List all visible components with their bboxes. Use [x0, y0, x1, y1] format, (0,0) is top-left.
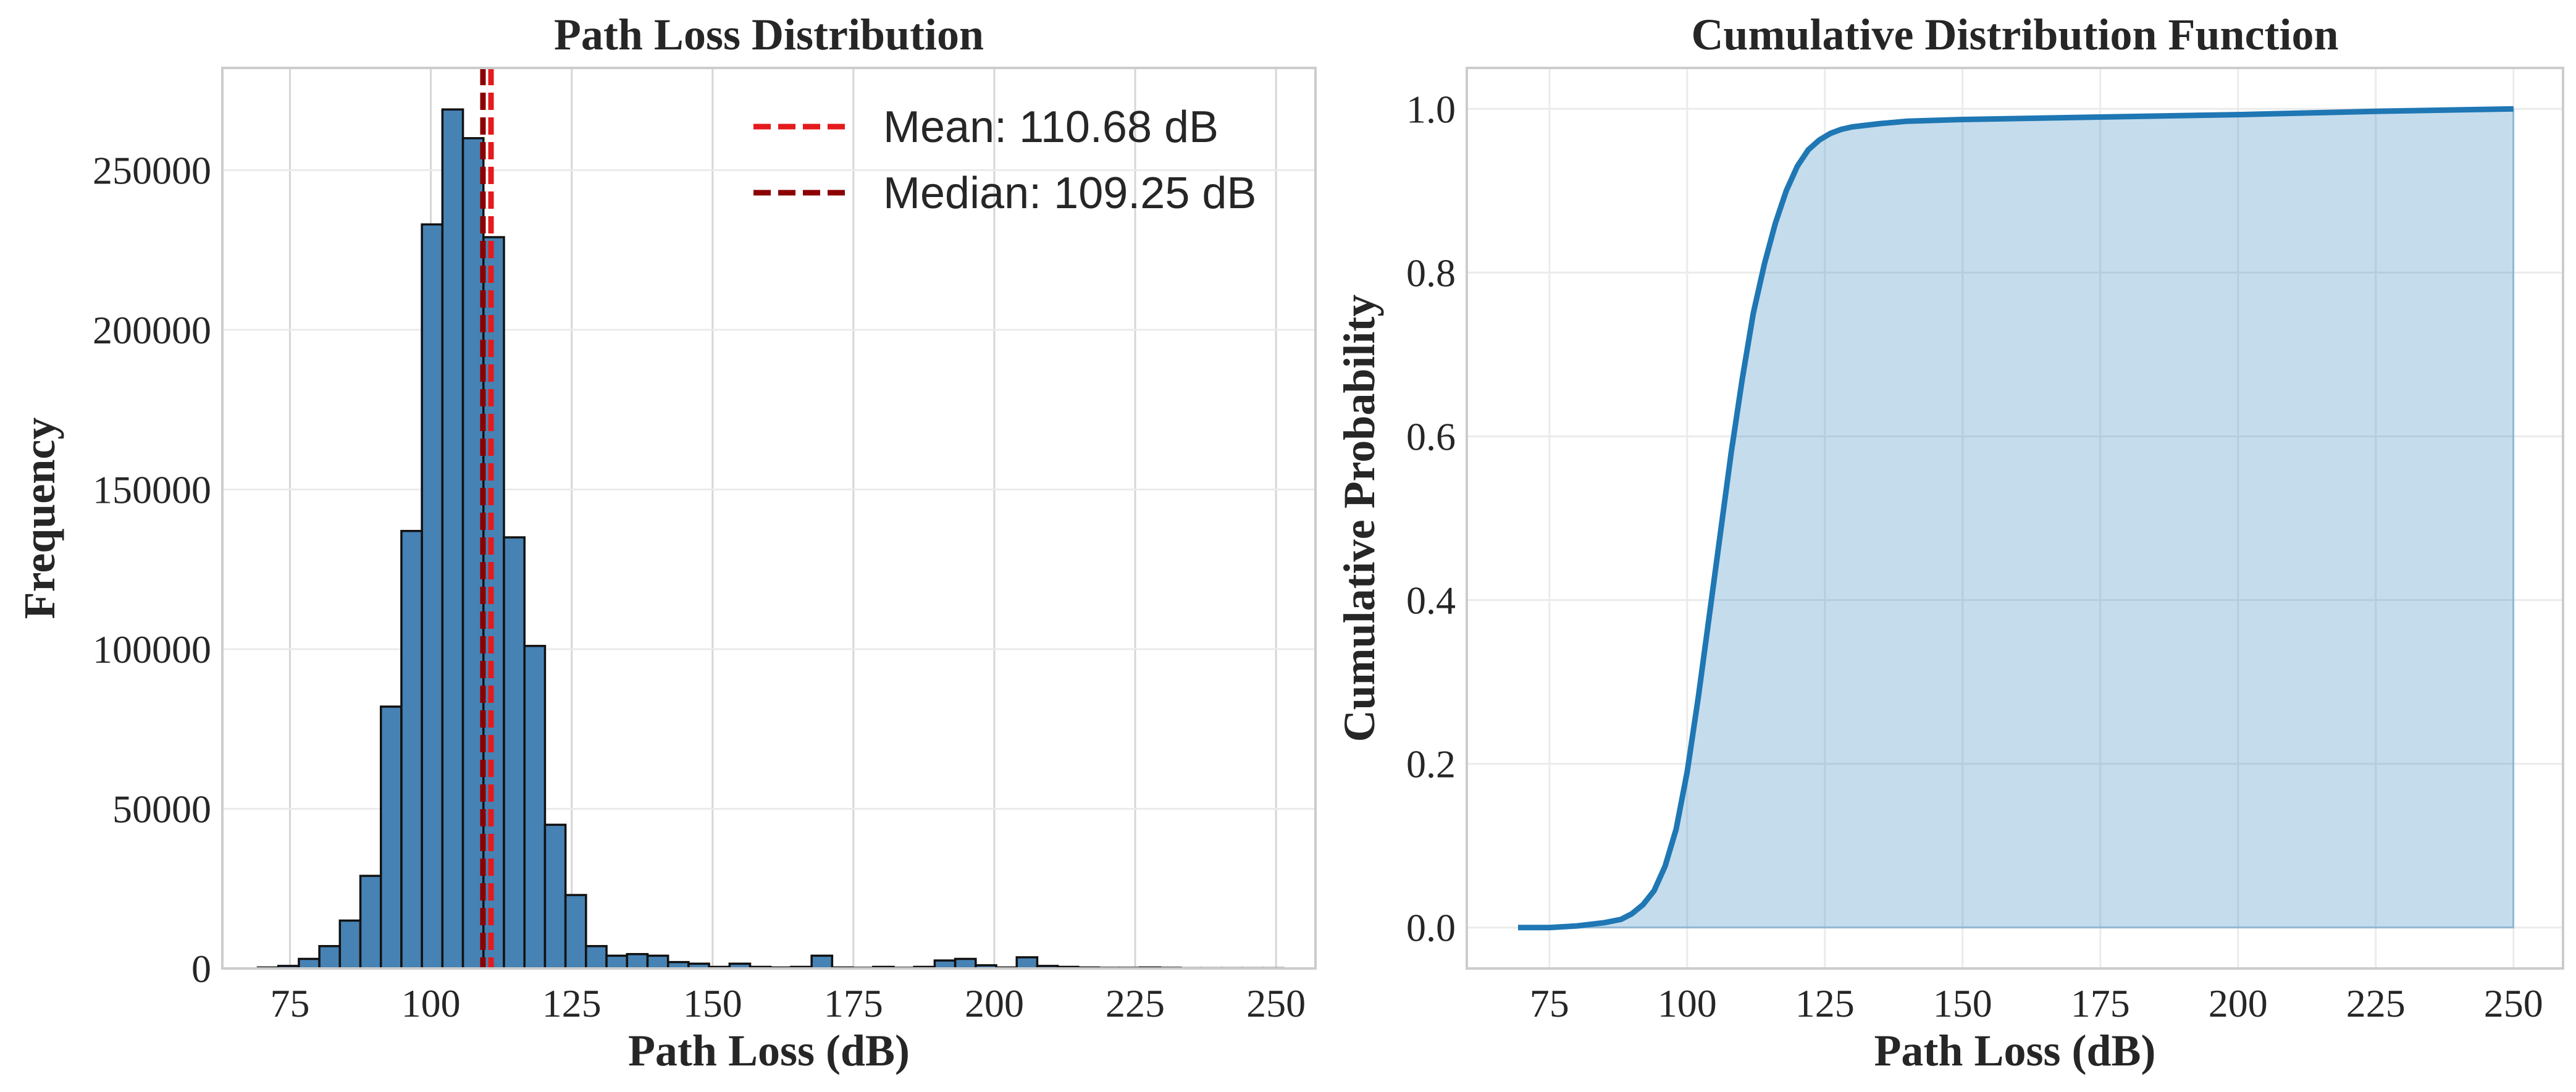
histogram-bar: [585, 945, 608, 970]
x-tick-label: 125: [1795, 981, 1855, 1025]
y-tick-label: 150000: [93, 468, 211, 511]
x-tick-label: 250: [1246, 981, 1306, 1025]
y-tick-label: 250000: [93, 148, 211, 192]
histogram-bar: [646, 954, 669, 970]
histogram-panel: 75 100 125 150 175 200 225 250 0 50000 100000 1500…: [15, 10, 1317, 1075]
histogram-x-ticks: 75 100 125 150 175 200 225 250: [270, 981, 1306, 1025]
histogram-bar: [298, 957, 321, 970]
y-tick-label: 1.0: [1406, 87, 1456, 131]
histogram-bar: [605, 954, 629, 970]
histogram-frame: [221, 67, 1317, 970]
x-tick-label: 175: [824, 981, 883, 1025]
y-tick-label: 0.2: [1406, 742, 1456, 786]
cdf-title: Cumulative Distribution Function: [1691, 10, 2338, 59]
legend-mean-label: Mean: 110.68 dB: [883, 103, 1219, 152]
histogram-bar: [338, 919, 362, 970]
x-tick-label: 75: [270, 981, 309, 1025]
x-tick-label: 200: [2209, 981, 2268, 1025]
histogram-bar: [359, 875, 382, 970]
histogram-legend: Mean: 110.68 dB Median: 109.25 dB: [753, 103, 1256, 218]
y-tick-label: 100000: [93, 628, 211, 671]
y-tick-label: 0.8: [1406, 251, 1456, 295]
histogram-bar: [954, 957, 977, 970]
y-tick-label: 0: [191, 947, 211, 991]
y-tick-label: 200000: [93, 308, 211, 352]
histogram-bar: [379, 705, 403, 970]
x-tick-label: 100: [401, 981, 461, 1025]
cdf-y-axis-label: Cumulative Probability: [1335, 295, 1384, 742]
legend-median-label: Median: 109.25 dB: [883, 169, 1256, 218]
cdf-x-axis-label: Path Loss (dB): [1874, 1026, 2155, 1075]
y-tick-label: 0.4: [1406, 579, 1456, 623]
histogram-bars: [256, 108, 1285, 970]
cdf-area: [1518, 107, 2515, 929]
histogram-bar: [1015, 956, 1039, 970]
x-tick-label: 175: [2071, 981, 2130, 1025]
x-tick-label: 150: [1933, 981, 1992, 1025]
histogram-bar: [810, 954, 834, 970]
histogram-bar: [441, 108, 464, 970]
histogram-bar: [543, 823, 567, 970]
histogram-bar: [400, 529, 423, 970]
x-tick-label: 225: [1105, 981, 1165, 1025]
x-tick-label: 200: [965, 981, 1024, 1025]
histogram-stat-lines: [480, 68, 494, 968]
cdf-y-ticks: 0.0 0.2 0.4 0.6 0.8 1.0: [1406, 87, 1456, 949]
cdf-grid: [1467, 68, 2563, 968]
histogram-bar: [523, 645, 547, 970]
x-tick-label: 125: [542, 981, 602, 1025]
histogram-bar: [318, 945, 342, 970]
x-tick-label: 100: [1658, 981, 1717, 1025]
cdf-frame: [1466, 67, 2564, 970]
histogram-bar: [564, 894, 587, 970]
cdf-x-ticks: 75 100 125 150 175 200 225 250: [1530, 981, 2543, 1025]
histogram-bar: [503, 536, 526, 970]
histogram-title: Path Loss Distribution: [554, 10, 984, 59]
x-tick-label: 150: [683, 981, 742, 1025]
y-tick-label: 0.6: [1406, 414, 1456, 458]
histogram-y-axis-label: Frequency: [15, 418, 64, 620]
cdf-panel: 75 100 125 150 175 200 225 250 0.0 0.2 0.4 0.6 0.8 1…: [1335, 10, 2564, 1075]
cdf-line: [1518, 106, 2514, 931]
y-tick-label: 0.0: [1406, 906, 1456, 950]
histogram-bar: [626, 952, 649, 970]
histogram-x-axis-label: Path Loss (dB): [628, 1026, 910, 1075]
histogram-y-ticks: 0 50000 100000 150000 200000 250000: [93, 148, 211, 991]
x-tick-label: 75: [1530, 981, 1569, 1025]
histogram-bar: [421, 223, 444, 970]
x-tick-label: 225: [2346, 981, 2406, 1025]
x-tick-label: 250: [2484, 981, 2543, 1025]
y-tick-label: 50000: [112, 787, 211, 831]
